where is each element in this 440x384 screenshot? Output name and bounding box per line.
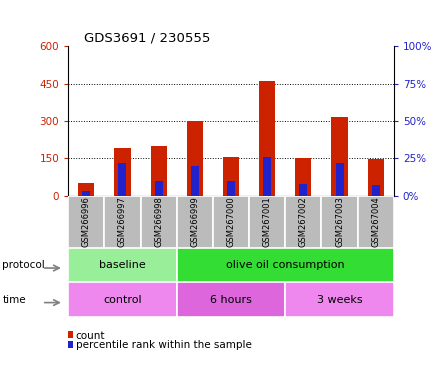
Text: GSM266998: GSM266998	[154, 196, 163, 247]
Bar	[213, 196, 249, 248]
Bar	[295, 158, 312, 196]
Bar	[68, 196, 104, 248]
Bar	[82, 191, 90, 196]
Text: time: time	[2, 295, 26, 305]
Bar	[104, 196, 140, 248]
Text: count: count	[76, 331, 105, 341]
Bar	[150, 146, 167, 196]
Bar	[259, 81, 275, 196]
Bar	[299, 184, 307, 196]
Bar	[187, 121, 203, 196]
Bar	[177, 196, 213, 248]
Bar	[372, 185, 380, 196]
Bar	[367, 159, 384, 196]
Text: GSM266996: GSM266996	[82, 196, 91, 247]
Bar	[223, 157, 239, 196]
Text: GSM267000: GSM267000	[227, 196, 235, 247]
Text: GSM267004: GSM267004	[371, 196, 380, 247]
Bar	[358, 196, 394, 248]
Text: GSM266997: GSM266997	[118, 196, 127, 247]
Bar	[322, 196, 358, 248]
Text: 6 hours: 6 hours	[210, 295, 252, 305]
Text: control: control	[103, 295, 142, 305]
Text: olive oil consumption: olive oil consumption	[226, 260, 345, 270]
Bar	[331, 117, 348, 196]
Text: GSM267003: GSM267003	[335, 196, 344, 247]
Bar	[177, 282, 285, 317]
Bar	[227, 181, 235, 196]
Bar	[336, 163, 344, 196]
Text: GSM267001: GSM267001	[263, 196, 271, 247]
Bar	[155, 181, 163, 196]
Text: percentile rank within the sample: percentile rank within the sample	[76, 340, 252, 350]
Bar	[177, 248, 394, 282]
Text: GDS3691 / 230555: GDS3691 / 230555	[84, 32, 211, 45]
Bar	[140, 196, 177, 248]
Bar	[249, 196, 285, 248]
Text: GSM267002: GSM267002	[299, 196, 308, 247]
Text: GSM266999: GSM266999	[191, 196, 199, 247]
Bar	[78, 184, 95, 196]
Bar	[68, 248, 177, 282]
Text: 3 weeks: 3 weeks	[317, 295, 363, 305]
Bar	[118, 163, 126, 196]
Bar	[114, 149, 131, 196]
Text: baseline: baseline	[99, 260, 146, 270]
Text: protocol: protocol	[2, 260, 45, 270]
Bar	[285, 196, 322, 248]
Bar	[68, 282, 177, 317]
Bar	[263, 157, 271, 196]
Bar	[285, 282, 394, 317]
Bar	[191, 166, 199, 196]
